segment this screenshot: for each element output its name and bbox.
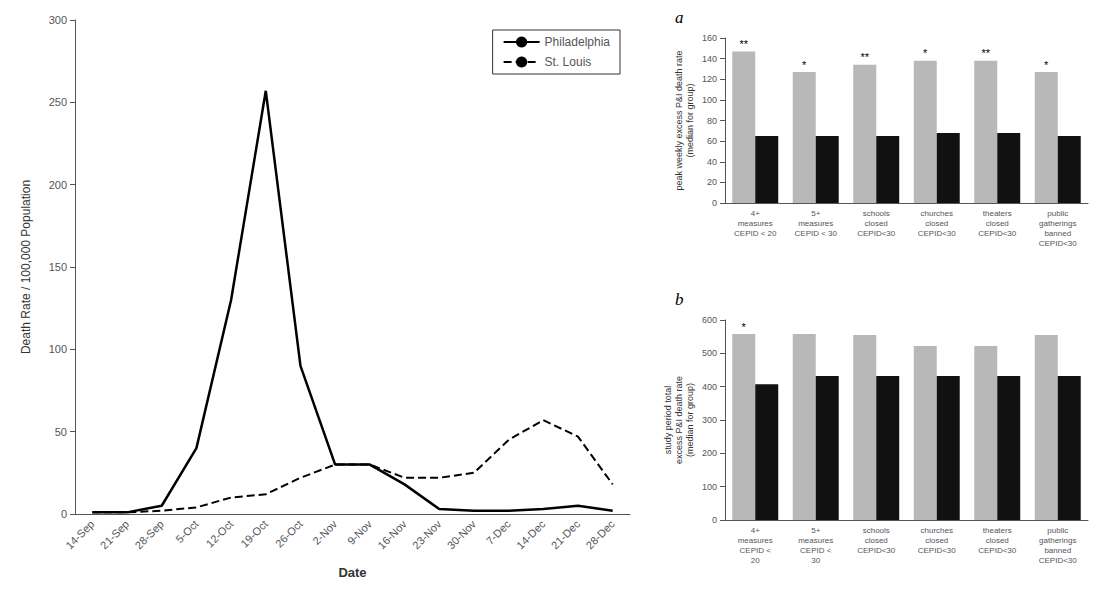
- svg-text:160: 160: [702, 33, 717, 43]
- svg-text:gatherings: gatherings: [1039, 536, 1076, 545]
- svg-text:28-Sep: 28-Sep: [132, 518, 166, 552]
- svg-text:**: **: [739, 38, 748, 50]
- svg-text:5-Oct: 5-Oct: [173, 518, 200, 545]
- svg-text:600: 600: [702, 315, 717, 325]
- svg-text:100: 100: [49, 343, 67, 355]
- svg-text:19-Oct: 19-Oct: [238, 518, 270, 550]
- svg-text:CEPID<30: CEPID<30: [918, 229, 957, 238]
- svg-text:closed: closed: [925, 219, 948, 228]
- svg-text:80: 80: [707, 116, 717, 126]
- svg-text:CEPID<30: CEPID<30: [857, 229, 896, 238]
- svg-text:140: 140: [702, 54, 717, 64]
- svg-text:CEPID<30: CEPID<30: [1039, 239, 1078, 248]
- svg-text:measures: measures: [738, 219, 773, 228]
- svg-text:peak weekly excess P&I death r: peak weekly excess P&I death rate: [674, 50, 684, 190]
- svg-text:measures: measures: [798, 219, 833, 228]
- svg-text:closed: closed: [925, 536, 948, 545]
- svg-text:churches: churches: [921, 209, 953, 218]
- svg-text:Philadelphia: Philadelphia: [545, 35, 611, 49]
- svg-text:schools: schools: [863, 209, 890, 218]
- svg-text:200: 200: [702, 448, 717, 458]
- svg-text:schools: schools: [863, 526, 890, 535]
- svg-text:20: 20: [751, 556, 760, 565]
- svg-text:400: 400: [702, 382, 717, 392]
- svg-text:CEPID<30: CEPID<30: [857, 546, 896, 555]
- svg-text:**: **: [860, 51, 869, 63]
- svg-text:study period total: study period total: [663, 386, 673, 455]
- svg-text:60: 60: [707, 136, 717, 146]
- svg-text:30-Nov: 30-Nov: [445, 517, 479, 551]
- svg-text:churches: churches: [921, 526, 953, 535]
- svg-text:CEPID<30: CEPID<30: [978, 546, 1017, 555]
- svg-text:5+: 5+: [811, 209, 820, 218]
- svg-text:CEPID<30: CEPID<30: [1039, 556, 1078, 565]
- svg-text:4+: 4+: [751, 526, 760, 535]
- svg-text:CEPID <: CEPID <: [800, 546, 832, 555]
- svg-text:measures: measures: [798, 536, 833, 545]
- svg-text:100: 100: [702, 482, 717, 492]
- svg-text:26-Oct: 26-Oct: [273, 518, 305, 550]
- svg-text:50: 50: [55, 426, 67, 438]
- svg-text:CEPID<30: CEPID<30: [918, 546, 957, 555]
- svg-text:250: 250: [49, 96, 67, 108]
- svg-text:gatherings: gatherings: [1039, 219, 1076, 228]
- svg-text:100: 100: [702, 95, 717, 105]
- svg-text:21-Dec: 21-Dec: [549, 517, 583, 551]
- svg-text:28-Dec: 28-Dec: [583, 517, 617, 551]
- svg-text:14-Dec: 14-Dec: [514, 517, 548, 551]
- svg-text:200: 200: [49, 179, 67, 191]
- svg-text:150: 150: [49, 261, 67, 273]
- svg-text:CEPID<30: CEPID<30: [978, 229, 1017, 238]
- svg-text:St. Louis: St. Louis: [545, 55, 592, 69]
- svg-text:*: *: [802, 59, 807, 71]
- svg-text:*: *: [742, 321, 747, 333]
- svg-text:(median for group): (median for group): [685, 383, 695, 457]
- svg-text:public: public: [1047, 209, 1068, 218]
- svg-text:23-Nov: 23-Nov: [410, 517, 444, 551]
- svg-text:4+: 4+: [751, 209, 760, 218]
- svg-text:Date: Date: [338, 565, 366, 580]
- svg-text:*: *: [1044, 59, 1049, 71]
- svg-text:*: *: [923, 47, 928, 59]
- svg-text:CEPID < 20: CEPID < 20: [734, 229, 777, 238]
- svg-text:0: 0: [712, 515, 717, 525]
- svg-text:CEPID <: CEPID <: [740, 546, 772, 555]
- svg-text:measures: measures: [738, 536, 773, 545]
- svg-text:0: 0: [712, 198, 717, 208]
- svg-text:b: b: [675, 290, 684, 309]
- svg-text:Death Rate / 100,000 Populatio: Death Rate / 100,000 Population: [19, 180, 33, 354]
- svg-text:40: 40: [707, 157, 717, 167]
- svg-text:(median for group): (median for group): [685, 83, 695, 157]
- svg-text:banned: banned: [1044, 546, 1071, 555]
- svg-text:300: 300: [702, 415, 717, 425]
- svg-text:500: 500: [702, 348, 717, 358]
- svg-text:16-Nov: 16-Nov: [375, 517, 409, 551]
- svg-text:14-Sep: 14-Sep: [63, 518, 97, 552]
- svg-text:120: 120: [702, 74, 717, 84]
- svg-text:public: public: [1047, 526, 1068, 535]
- svg-text:2-Nov: 2-Nov: [310, 517, 340, 547]
- svg-text:excess P&I death rate: excess P&I death rate: [674, 376, 684, 464]
- svg-text:20: 20: [707, 177, 717, 187]
- svg-text:CEPID < 30: CEPID < 30: [795, 229, 838, 238]
- svg-text:closed: closed: [865, 536, 888, 545]
- svg-text:30: 30: [811, 556, 820, 565]
- svg-text:theaters: theaters: [983, 526, 1012, 535]
- svg-text:a: a: [675, 8, 684, 27]
- svg-text:**: **: [981, 47, 990, 59]
- svg-text:closed: closed: [986, 536, 1009, 545]
- svg-text:theaters: theaters: [983, 209, 1012, 218]
- svg-text:9-Nov: 9-Nov: [345, 517, 375, 547]
- svg-text:closed: closed: [865, 219, 888, 228]
- svg-text:12-Oct: 12-Oct: [204, 518, 236, 550]
- svg-text:21-Sep: 21-Sep: [98, 518, 132, 552]
- svg-text:banned: banned: [1044, 229, 1071, 238]
- svg-text:5+: 5+: [811, 526, 820, 535]
- svg-text:300: 300: [49, 14, 67, 26]
- svg-text:7-Dec: 7-Dec: [484, 517, 514, 547]
- svg-text:0: 0: [61, 508, 67, 520]
- svg-text:closed: closed: [986, 219, 1009, 228]
